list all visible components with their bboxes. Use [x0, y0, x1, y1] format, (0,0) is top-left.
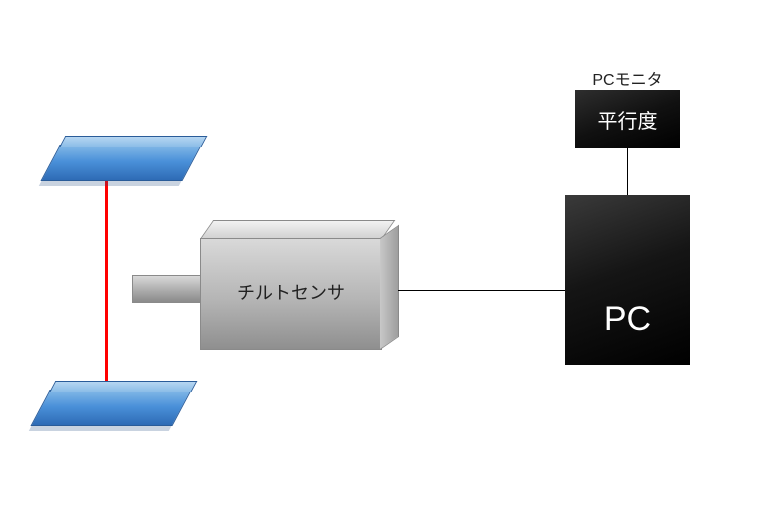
monitor-caption: PCモニタ — [575, 66, 680, 90]
tilt-sensor-top-face — [200, 220, 395, 239]
bottom-sample-plate — [30, 390, 191, 426]
cable-monitor-to-pc — [627, 148, 628, 195]
monitor-label: 平行度 — [598, 105, 658, 134]
sensor-probe — [132, 275, 203, 303]
pc-box: PC — [565, 195, 690, 365]
pc-label: PC — [604, 300, 651, 339]
laser-beam — [105, 179, 108, 392]
diagram-stage: チルトセンサ PC PCモニタ 平行度 — [0, 0, 768, 512]
tilt-sensor-label: チルトセンサ — [201, 279, 381, 305]
pc-monitor: 平行度 — [575, 90, 680, 148]
tilt-sensor: チルトセンサ — [200, 238, 382, 350]
cable-sensor-to-pc — [398, 290, 565, 291]
tilt-sensor-side-face — [380, 225, 399, 350]
top-sample-plate — [40, 145, 201, 181]
